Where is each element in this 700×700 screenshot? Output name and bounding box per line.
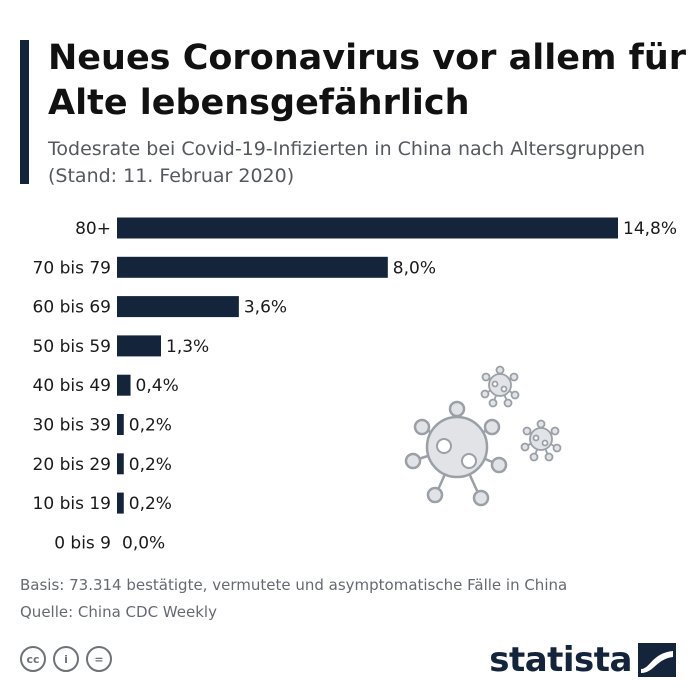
brand-name: statista — [489, 640, 632, 680]
license-icons: cc i = — [20, 646, 112, 672]
virus-illustration — [404, 365, 562, 507]
no-derivatives-icon[interactable]: = — [86, 646, 112, 672]
basis-note: Basis: 73.314 bestätigte, vermutete und … — [20, 576, 568, 594]
category-label: 40 bis 49 — [33, 376, 111, 396]
bar-chart: 80+ 14,8% 70 bis 79 8,0% 60 bis 69 3,6% 50 bis… — [33, 217, 677, 553]
category-label: 60 bis 69 — [33, 298, 111, 318]
chart-title: Neues Coronavirus vor allem für Alte leb… — [48, 38, 686, 123]
cc-icon[interactable]: cc — [20, 646, 46, 672]
chart-subtitle: Todesrate bei Covid-19-Infizierten in Ch… — [48, 138, 646, 187]
category-label: 20 bis 29 — [33, 455, 111, 475]
category-label: 50 bis 59 — [33, 337, 111, 357]
bar — [117, 296, 239, 318]
bar — [117, 492, 124, 514]
value-label: 8,0% — [393, 258, 436, 278]
bar — [117, 374, 131, 396]
category-label: 0 bis 9 — [54, 533, 111, 553]
virus-small-right-icon — [520, 419, 562, 462]
accent-bar — [20, 40, 29, 184]
bar — [117, 217, 618, 239]
virus-large-icon — [404, 400, 508, 507]
value-label: 1,3% — [166, 337, 209, 357]
statista-logo[interactable]: statista — [489, 640, 676, 680]
category-label: 70 bis 79 — [33, 258, 111, 278]
bar — [117, 256, 388, 278]
attribution-icon[interactable]: i — [53, 646, 79, 672]
value-label: 0,2% — [129, 455, 172, 475]
bar — [117, 453, 124, 475]
bar — [117, 335, 162, 357]
category-label: 80+ — [75, 219, 111, 239]
category-label: 10 bis 19 — [33, 494, 111, 514]
bar — [117, 414, 124, 435]
value-label: 0,0% — [122, 533, 165, 553]
bars-group: 80+ 14,8% 70 bis 79 8,0% 60 bis 69 3,6% 50 bis… — [33, 217, 677, 553]
source-note: Quelle: China CDC Weekly — [20, 603, 217, 621]
value-label: 14,8% — [623, 219, 677, 239]
value-label: 0,4% — [136, 376, 179, 396]
statista-mark-icon — [638, 643, 676, 677]
value-label: 0,2% — [129, 494, 172, 514]
value-label: 3,6% — [244, 298, 287, 318]
category-label: 30 bis 39 — [33, 416, 111, 436]
value-label: 0,2% — [129, 416, 172, 436]
virus-small-top-icon — [480, 365, 520, 408]
